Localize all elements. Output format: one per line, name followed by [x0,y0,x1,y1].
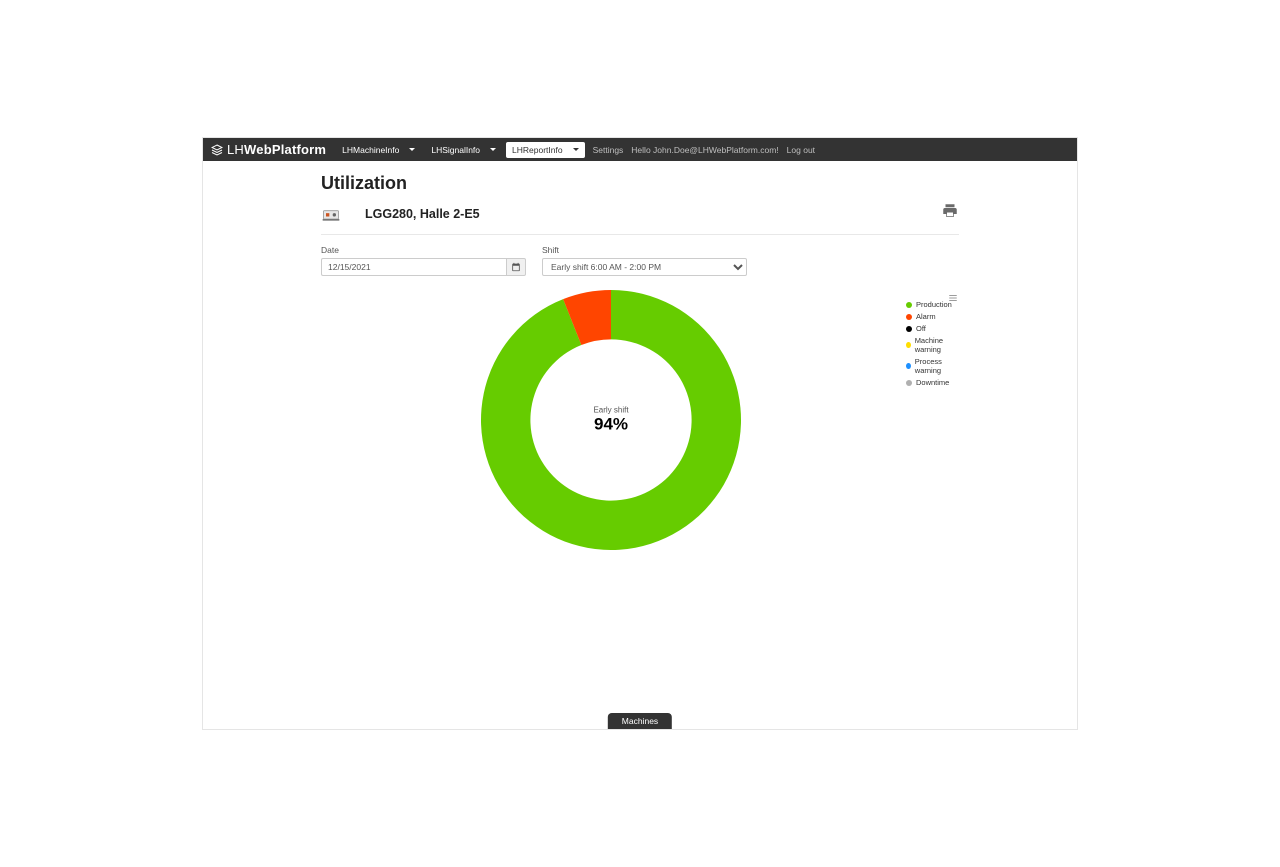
legend-label: Off [916,324,926,333]
brand-bold: WebPlatform [244,142,326,157]
page-title: Utilization [321,173,959,194]
brand-light: LH [227,142,244,157]
machine-icon [321,204,341,224]
legend-dot [906,363,911,369]
donut-center: Early shift 94% [593,406,628,435]
navbar: LHWebPlatform LHMachineInfo LHSignalInfo… [203,138,1077,161]
chevron-down-icon [573,148,579,151]
logout-link[interactable]: Log out [787,145,815,155]
legend-label: Production [916,300,952,309]
brand-icon [211,144,223,156]
machine-header: LGG280, Halle 2-E5 [321,200,959,235]
legend-item[interactable]: Alarm [906,312,959,321]
calendar-button[interactable] [506,258,526,276]
nav-item-reportinfo[interactable]: LHReportInfo [506,142,585,158]
settings-link[interactable]: Settings [593,145,624,155]
nav-label: LHMachineInfo [342,145,399,155]
filters-row: Date Shift Early shift 6:00 AM - 2:00 PM [321,245,959,276]
legend-dot [906,302,912,308]
nav-label: LHReportInfo [512,145,563,155]
content: Utilization LGG280, Halle 2-E5 Date [203,161,1077,590]
greeting-text: Hello John.Doe@LHWebPlatform.com! [631,145,778,155]
legend-item[interactable]: Off [906,324,959,333]
donut-center-label: Early shift [593,406,628,415]
date-input-wrap [321,258,526,276]
machine-name: LGG280, Halle 2-E5 [365,207,480,221]
print-icon[interactable] [941,202,959,225]
legend-item[interactable]: Downtime [906,378,959,387]
nav-items: LHMachineInfo LHSignalInfo LHReportInfo [336,142,584,158]
legend-dot [906,342,911,348]
legend-label: Alarm [916,312,936,321]
nav-label: LHSignalInfo [431,145,480,155]
nav-right: Settings Hello John.Doe@LHWebPlatform.co… [593,145,815,155]
chart-area: Early shift 94% Production Alarm Off Machin… [321,290,959,590]
nav-item-machineinfo[interactable]: LHMachineInfo [336,142,421,158]
date-input[interactable] [321,258,506,276]
shift-filter: Shift Early shift 6:00 AM - 2:00 PM [542,245,747,276]
calendar-icon [511,262,521,272]
brand-text: LHWebPlatform [227,142,326,157]
nav-item-signalinfo[interactable]: LHSignalInfo [425,142,502,158]
machines-tab[interactable]: Machines [608,713,672,729]
legend-dot [906,314,912,320]
brand: LHWebPlatform [211,142,326,157]
legend-label: Process warning [915,357,959,375]
legend-item[interactable]: Process warning [906,357,959,375]
chevron-down-icon [409,148,415,151]
legend-label: Machine warning [915,336,959,354]
date-label: Date [321,245,526,255]
legend-dot [906,326,912,332]
donut-chart: Early shift 94% [481,290,741,550]
chart-legend: Production Alarm Off Machine warning Process… [906,300,959,387]
shift-label: Shift [542,245,747,255]
app-window: LHWebPlatform LHMachineInfo LHSignalInfo… [202,137,1078,730]
chevron-down-icon [490,148,496,151]
donut-center-value: 94% [593,415,628,435]
legend-item[interactable]: Production [906,300,959,309]
shift-select[interactable]: Early shift 6:00 AM - 2:00 PM [542,258,747,276]
legend-dot [906,380,912,386]
date-filter: Date [321,245,526,276]
legend-item[interactable]: Machine warning [906,336,959,354]
legend-label: Downtime [916,378,949,387]
